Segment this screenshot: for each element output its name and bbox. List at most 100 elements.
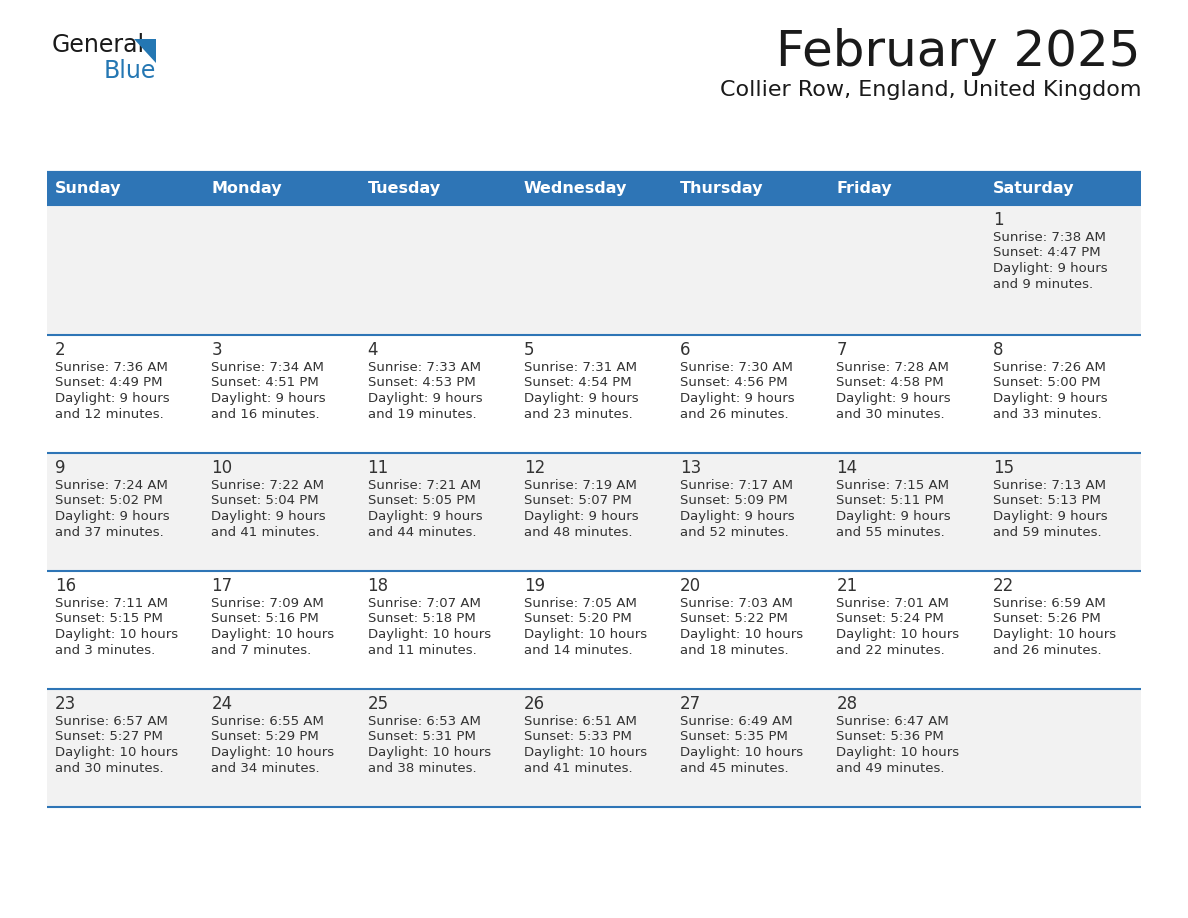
Text: 2: 2 xyxy=(55,341,65,359)
Text: Sunset: 4:56 PM: Sunset: 4:56 PM xyxy=(681,376,788,389)
Text: Daylight: 10 hours: Daylight: 10 hours xyxy=(367,628,491,641)
Text: Daylight: 9 hours: Daylight: 9 hours xyxy=(524,510,638,523)
Text: Daylight: 9 hours: Daylight: 9 hours xyxy=(836,392,952,405)
Text: Sunset: 4:58 PM: Sunset: 4:58 PM xyxy=(836,376,944,389)
Text: 16: 16 xyxy=(55,577,76,595)
Text: Sunrise: 6:59 AM: Sunrise: 6:59 AM xyxy=(993,597,1106,610)
Text: Sunrise: 7:11 AM: Sunrise: 7:11 AM xyxy=(55,597,168,610)
Text: Sunset: 5:11 PM: Sunset: 5:11 PM xyxy=(836,495,944,508)
Text: Sunset: 5:26 PM: Sunset: 5:26 PM xyxy=(993,612,1100,625)
Text: Daylight: 10 hours: Daylight: 10 hours xyxy=(55,746,178,759)
Text: Sunrise: 7:17 AM: Sunrise: 7:17 AM xyxy=(681,479,794,492)
Text: 11: 11 xyxy=(367,459,388,477)
Text: 23: 23 xyxy=(55,695,76,713)
Text: Thursday: Thursday xyxy=(681,182,764,196)
Text: Sunset: 4:47 PM: Sunset: 4:47 PM xyxy=(993,247,1100,260)
Text: 26: 26 xyxy=(524,695,545,713)
Text: and 30 minutes.: and 30 minutes. xyxy=(836,408,944,420)
Text: Sunset: 5:27 PM: Sunset: 5:27 PM xyxy=(55,731,163,744)
Text: Sunday: Sunday xyxy=(55,182,121,196)
Text: Sunset: 5:09 PM: Sunset: 5:09 PM xyxy=(681,495,788,508)
Text: Sunset: 5:22 PM: Sunset: 5:22 PM xyxy=(681,612,788,625)
Text: 12: 12 xyxy=(524,459,545,477)
Text: Sunset: 5:29 PM: Sunset: 5:29 PM xyxy=(211,731,320,744)
Text: Sunrise: 7:19 AM: Sunrise: 7:19 AM xyxy=(524,479,637,492)
Bar xyxy=(48,335,1140,453)
Text: Sunset: 5:36 PM: Sunset: 5:36 PM xyxy=(836,731,944,744)
Text: and 23 minutes.: and 23 minutes. xyxy=(524,408,632,420)
Text: Sunrise: 6:55 AM: Sunrise: 6:55 AM xyxy=(211,715,324,728)
Text: Sunrise: 7:31 AM: Sunrise: 7:31 AM xyxy=(524,361,637,374)
Text: Daylight: 9 hours: Daylight: 9 hours xyxy=(993,262,1107,275)
Text: Sunrise: 6:51 AM: Sunrise: 6:51 AM xyxy=(524,715,637,728)
Text: 14: 14 xyxy=(836,459,858,477)
Text: and 11 minutes.: and 11 minutes. xyxy=(367,644,476,656)
Text: Daylight: 9 hours: Daylight: 9 hours xyxy=(211,392,326,405)
Text: and 37 minutes.: and 37 minutes. xyxy=(55,525,164,539)
Polygon shape xyxy=(134,39,156,63)
Text: Sunset: 4:49 PM: Sunset: 4:49 PM xyxy=(55,376,163,389)
Text: Daylight: 9 hours: Daylight: 9 hours xyxy=(681,510,795,523)
Text: and 30 minutes.: and 30 minutes. xyxy=(55,762,164,775)
Text: Sunset: 5:05 PM: Sunset: 5:05 PM xyxy=(367,495,475,508)
Text: Sunset: 4:51 PM: Sunset: 4:51 PM xyxy=(211,376,320,389)
Text: Sunset: 5:16 PM: Sunset: 5:16 PM xyxy=(211,612,320,625)
Text: Sunrise: 7:38 AM: Sunrise: 7:38 AM xyxy=(993,231,1106,244)
Text: Daylight: 9 hours: Daylight: 9 hours xyxy=(367,510,482,523)
Text: Daylight: 10 hours: Daylight: 10 hours xyxy=(524,628,647,641)
Text: Sunrise: 7:36 AM: Sunrise: 7:36 AM xyxy=(55,361,168,374)
Text: and 33 minutes.: and 33 minutes. xyxy=(993,408,1101,420)
Text: and 45 minutes.: and 45 minutes. xyxy=(681,762,789,775)
Text: and 41 minutes.: and 41 minutes. xyxy=(524,762,632,775)
Text: Sunset: 5:24 PM: Sunset: 5:24 PM xyxy=(836,612,944,625)
Text: 25: 25 xyxy=(367,695,388,713)
Text: Daylight: 10 hours: Daylight: 10 hours xyxy=(524,746,647,759)
Text: Sunrise: 6:47 AM: Sunrise: 6:47 AM xyxy=(836,715,949,728)
Text: Sunset: 5:04 PM: Sunset: 5:04 PM xyxy=(211,495,318,508)
Text: 6: 6 xyxy=(681,341,690,359)
Text: Sunrise: 7:09 AM: Sunrise: 7:09 AM xyxy=(211,597,324,610)
Text: Tuesday: Tuesday xyxy=(367,182,441,196)
Text: 24: 24 xyxy=(211,695,233,713)
Text: Sunset: 5:35 PM: Sunset: 5:35 PM xyxy=(681,731,788,744)
Text: and 14 minutes.: and 14 minutes. xyxy=(524,644,632,656)
Text: Monday: Monday xyxy=(211,182,282,196)
Text: Sunrise: 7:13 AM: Sunrise: 7:13 AM xyxy=(993,479,1106,492)
Text: Sunset: 4:53 PM: Sunset: 4:53 PM xyxy=(367,376,475,389)
Text: Sunrise: 7:15 AM: Sunrise: 7:15 AM xyxy=(836,479,949,492)
Text: 9: 9 xyxy=(55,459,65,477)
Text: Daylight: 9 hours: Daylight: 9 hours xyxy=(55,392,170,405)
Text: Sunset: 4:54 PM: Sunset: 4:54 PM xyxy=(524,376,632,389)
Text: Sunrise: 7:01 AM: Sunrise: 7:01 AM xyxy=(836,597,949,610)
Text: 19: 19 xyxy=(524,577,545,595)
Text: 8: 8 xyxy=(993,341,1003,359)
Text: 1: 1 xyxy=(993,211,1004,229)
Text: Daylight: 9 hours: Daylight: 9 hours xyxy=(836,510,952,523)
Text: Daylight: 10 hours: Daylight: 10 hours xyxy=(681,746,803,759)
Text: Daylight: 10 hours: Daylight: 10 hours xyxy=(367,746,491,759)
Text: and 26 minutes.: and 26 minutes. xyxy=(681,408,789,420)
Text: Sunrise: 7:34 AM: Sunrise: 7:34 AM xyxy=(211,361,324,374)
Text: 15: 15 xyxy=(993,459,1013,477)
Text: and 18 minutes.: and 18 minutes. xyxy=(681,644,789,656)
Text: 5: 5 xyxy=(524,341,535,359)
Text: and 55 minutes.: and 55 minutes. xyxy=(836,525,946,539)
Text: Sunrise: 7:33 AM: Sunrise: 7:33 AM xyxy=(367,361,481,374)
Text: General: General xyxy=(52,33,145,57)
Text: Daylight: 10 hours: Daylight: 10 hours xyxy=(55,628,178,641)
Text: 21: 21 xyxy=(836,577,858,595)
Text: Daylight: 9 hours: Daylight: 9 hours xyxy=(681,392,795,405)
Text: and 38 minutes.: and 38 minutes. xyxy=(367,762,476,775)
Text: 10: 10 xyxy=(211,459,233,477)
Text: Sunrise: 7:03 AM: Sunrise: 7:03 AM xyxy=(681,597,794,610)
Text: Sunrise: 6:49 AM: Sunrise: 6:49 AM xyxy=(681,715,792,728)
Text: and 52 minutes.: and 52 minutes. xyxy=(681,525,789,539)
Text: Blue: Blue xyxy=(105,59,157,83)
Text: Sunset: 5:33 PM: Sunset: 5:33 PM xyxy=(524,731,632,744)
Text: 28: 28 xyxy=(836,695,858,713)
Text: and 44 minutes.: and 44 minutes. xyxy=(367,525,476,539)
Bar xyxy=(48,453,1140,571)
Text: Sunrise: 7:07 AM: Sunrise: 7:07 AM xyxy=(367,597,480,610)
Text: Sunrise: 7:22 AM: Sunrise: 7:22 AM xyxy=(211,479,324,492)
Text: Daylight: 9 hours: Daylight: 9 hours xyxy=(367,392,482,405)
